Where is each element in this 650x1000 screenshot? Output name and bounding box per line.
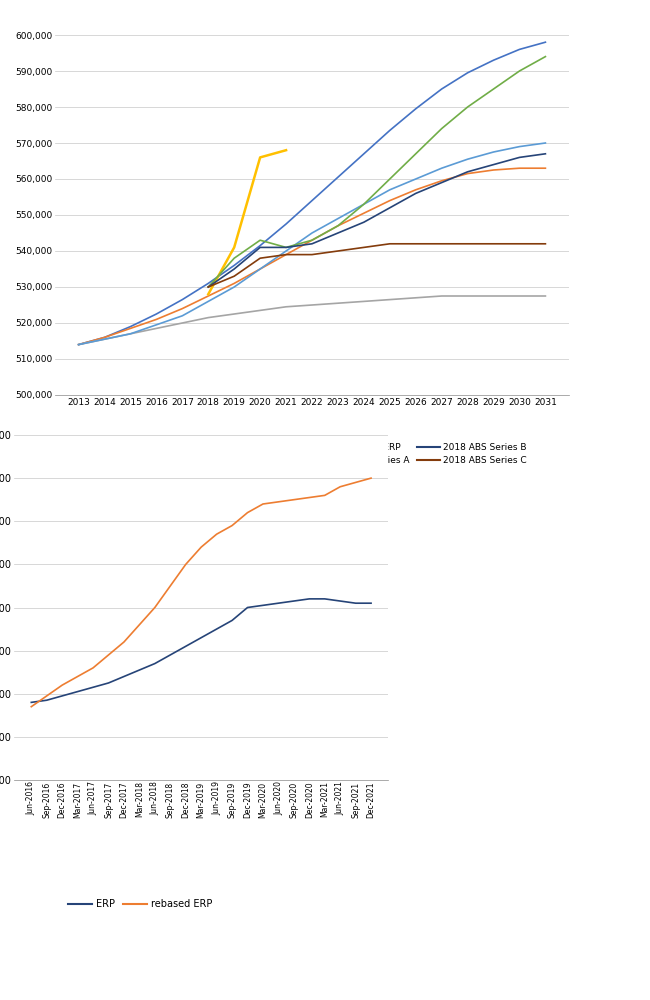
Legend: 2013 ABS Series A, 2013 ABS Series B, 2013 ABS Series C, Actual (rebased 2021), : 2013 ABS Series A, 2013 ABS Series B, 20… <box>49 443 527 465</box>
Legend: ERP, rebased ERP: ERP, rebased ERP <box>64 895 216 913</box>
